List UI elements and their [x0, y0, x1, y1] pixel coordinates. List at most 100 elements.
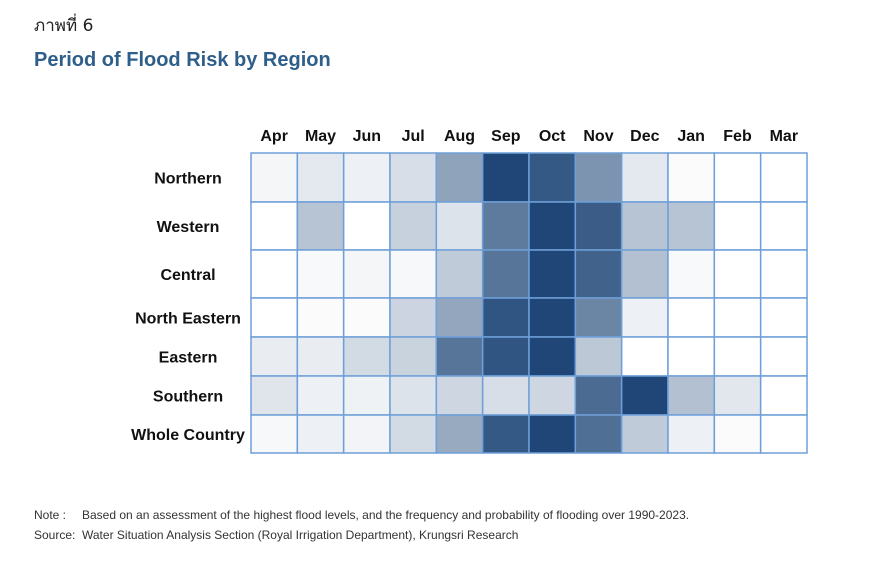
heatmap-cell-whole-country-nov: [574, 414, 623, 454]
heatmap-cell-whole-country-aug: [435, 414, 484, 454]
heatmap-cell-southern-dec: [620, 375, 669, 416]
heatmap-cells: [250, 152, 808, 454]
month-label-jul: Jul: [402, 128, 425, 145]
note-text: Based on an assessment of the highest fl…: [82, 508, 690, 522]
source-text: Water Situation Analysis Section (Royal …: [82, 528, 519, 542]
region-label-central: Central: [160, 267, 215, 284]
heatmap-cell-central-jul: [389, 249, 438, 299]
region-label-north-eastern: North Eastern: [135, 311, 241, 328]
heatmap-cell-central-jan: [667, 249, 716, 299]
region-label-southern: Southern: [153, 389, 223, 406]
heatmap-cell-north-eastern-jun: [342, 297, 391, 338]
heatmap-cell-northern-feb: [713, 152, 762, 203]
heatmap-cell-whole-country-jun: [342, 414, 391, 454]
heatmap-cell-north-eastern-jul: [389, 297, 438, 338]
heatmap-cell-central-feb: [713, 249, 762, 299]
heatmap-cell-north-eastern-dec: [620, 297, 669, 338]
heatmap-cell-north-eastern-feb: [713, 297, 762, 338]
heatmap-cell-north-eastern-jan: [667, 297, 716, 338]
heatmap-cell-northern-aug: [435, 152, 484, 203]
month-label-feb: Feb: [723, 128, 752, 145]
heatmap-cell-central-nov: [574, 249, 623, 299]
heatmap-cell-north-eastern-oct: [528, 297, 577, 338]
heatmap-cell-southern-jul: [389, 375, 438, 416]
heatmap-cell-northern-jul: [389, 152, 438, 203]
heatmap-cell-eastern-jan: [667, 336, 716, 377]
month-label-jan: Jan: [677, 128, 705, 145]
heatmap-cell-western-aug: [435, 201, 484, 251]
region-label-eastern: Eastern: [159, 350, 218, 367]
month-label-aug: Aug: [444, 128, 475, 145]
heatmap-cell-central-may: [296, 249, 345, 299]
heatmap-cell-northern-mar: [759, 152, 808, 203]
heatmap-cell-whole-country-sep: [481, 414, 530, 454]
heatmap-cell-eastern-nov: [574, 336, 623, 377]
heatmap-cell-northern-nov: [574, 152, 623, 203]
month-label-sep: Sep: [491, 128, 521, 145]
heatmap-cell-eastern-apr: [250, 336, 299, 377]
month-label-mar: Mar: [770, 128, 798, 145]
heatmap-cell-northern-sep: [481, 152, 530, 203]
heatmap-cell-southern-jan: [667, 375, 716, 416]
heatmap-cell-central-sep: [481, 249, 530, 299]
heatmap-cell-central-jun: [342, 249, 391, 299]
heatmap-cell-north-eastern-sep: [481, 297, 530, 338]
month-label-nov: Nov: [583, 128, 613, 145]
heatmap-cell-western-mar: [759, 201, 808, 251]
heatmap-cell-western-jan: [667, 201, 716, 251]
heatmap-cell-eastern-jul: [389, 336, 438, 377]
heatmap-cell-whole-country-feb: [713, 414, 762, 454]
heatmap-cell-western-nov: [574, 201, 623, 251]
heatmap-cell-western-may: [296, 201, 345, 251]
heatmap-cell-northern-may: [296, 152, 345, 203]
region-label-northern: Northern: [154, 171, 222, 188]
heatmap-cell-eastern-dec: [620, 336, 669, 377]
heatmap-cell-northern-jan: [667, 152, 716, 203]
heatmap-cell-whole-country-apr: [250, 414, 299, 454]
heatmap-cell-northern-jun: [342, 152, 391, 203]
heatmap-cell-northern-dec: [620, 152, 669, 203]
heatmap-cell-whole-country-jul: [389, 414, 438, 454]
month-label-jun: Jun: [353, 128, 381, 145]
heatmap-cell-western-jun: [342, 201, 391, 251]
heatmap-cell-whole-country-jan: [667, 414, 716, 454]
heatmap-cell-southern-sep: [481, 375, 530, 416]
heatmap-cell-western-apr: [250, 201, 299, 251]
heatmap-cell-eastern-jun: [342, 336, 391, 377]
heatmap-cell-whole-country-oct: [528, 414, 577, 454]
region-labels: Northern Western Central North Eastern Easte…: [131, 171, 245, 445]
heatmap-cell-southern-aug: [435, 375, 484, 416]
month-labels: Apr May Jun Jul Aug Sep Oct Nov Dec Jan Feb Mar: [260, 128, 798, 145]
heatmap-cell-western-jul: [389, 201, 438, 251]
heatmap-cell-eastern-oct: [528, 336, 577, 377]
heatmap-cell-central-oct: [528, 249, 577, 299]
heatmap-cell-north-eastern-aug: [435, 297, 484, 338]
heatmap-cell-eastern-may: [296, 336, 345, 377]
heatmap-cell-southern-nov: [574, 375, 623, 416]
heatmap-cell-whole-country-may: [296, 414, 345, 454]
heatmap-cell-western-oct: [528, 201, 577, 251]
heatmap-cell-central-apr: [250, 249, 299, 299]
heatmap-cell-central-dec: [620, 249, 669, 299]
heatmap-cell-western-sep: [481, 201, 530, 251]
month-label-may: May: [305, 128, 336, 145]
heatmap-cell-eastern-aug: [435, 336, 484, 377]
heatmap-cell-northern-apr: [250, 152, 299, 203]
month-label-oct: Oct: [539, 128, 566, 145]
heatmap-cell-southern-mar: [759, 375, 808, 416]
chart-title: Period of Flood Risk by Region: [34, 49, 331, 71]
heatmap-cell-western-dec: [620, 201, 669, 251]
heatmap-cell-southern-oct: [528, 375, 577, 416]
heatmap-cell-eastern-feb: [713, 336, 762, 377]
heatmap-cell-southern-jun: [342, 375, 391, 416]
heatmap-cell-northern-oct: [528, 152, 577, 203]
heatmap-cell-north-eastern-nov: [574, 297, 623, 338]
source-key: Source:: [34, 528, 76, 542]
month-label-apr: Apr: [260, 128, 288, 145]
heatmap-cell-southern-apr: [250, 375, 299, 416]
heatmap-cell-central-aug: [435, 249, 484, 299]
heatmap-chart: Apr May Jun Jul Aug Sep Oct Nov Dec Jan Feb Mar Nor…: [131, 128, 808, 454]
region-label-western: Western: [157, 219, 220, 236]
heatmap-cell-central-mar: [759, 249, 808, 299]
source: Source: Water Situation Analysis Section …: [34, 528, 518, 542]
